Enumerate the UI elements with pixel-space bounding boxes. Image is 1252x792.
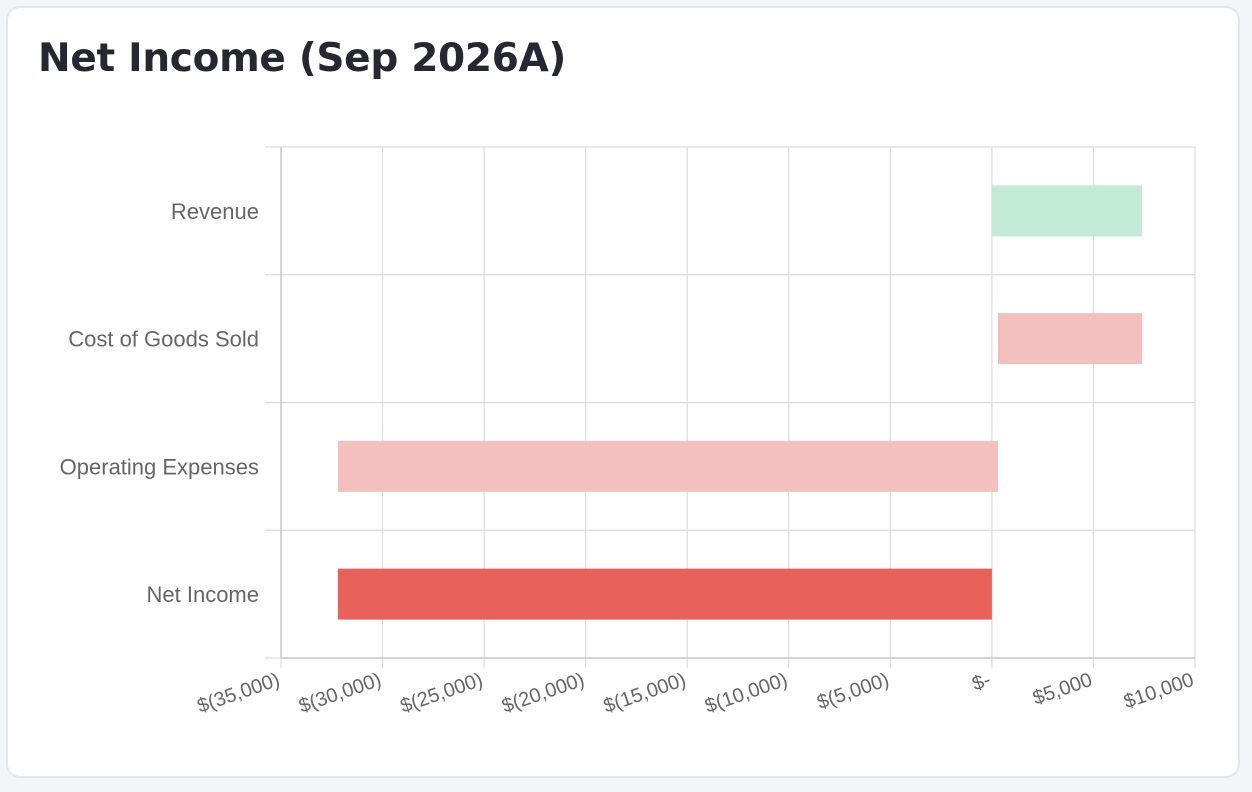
x-tick-label: $(30,000) <box>296 669 384 718</box>
bar-operating-expenses <box>337 440 998 492</box>
x-tick-label: $- <box>970 669 994 696</box>
x-tick-label: $(25,000) <box>398 669 486 718</box>
y-tick-label: Net Income <box>147 582 260 607</box>
y-tick-label: Cost of Goods Sold <box>68 327 259 352</box>
x-tick-label: $(35,000) <box>195 669 283 718</box>
x-tick-label: $(20,000) <box>499 669 587 718</box>
x-tick-label: $5,000 <box>1030 669 1095 710</box>
y-tick-label: Operating Expenses <box>60 454 259 479</box>
x-tick-label: $(10,000) <box>702 669 790 718</box>
x-tick-label: $(5,000) <box>814 669 892 714</box>
bar-net-income <box>337 568 992 620</box>
x-tick-label: $10,000 <box>1121 669 1197 713</box>
bar-revenue <box>991 185 1143 237</box>
chart-title: Net Income (Sep 2026A) <box>38 36 566 81</box>
y-tick-label: Revenue <box>171 199 259 224</box>
x-tick-label: $(15,000) <box>601 669 689 718</box>
bar-cost-of-goods-sold <box>997 313 1143 365</box>
chart-card: Net Income (Sep 2026A) <box>6 6 1240 778</box>
